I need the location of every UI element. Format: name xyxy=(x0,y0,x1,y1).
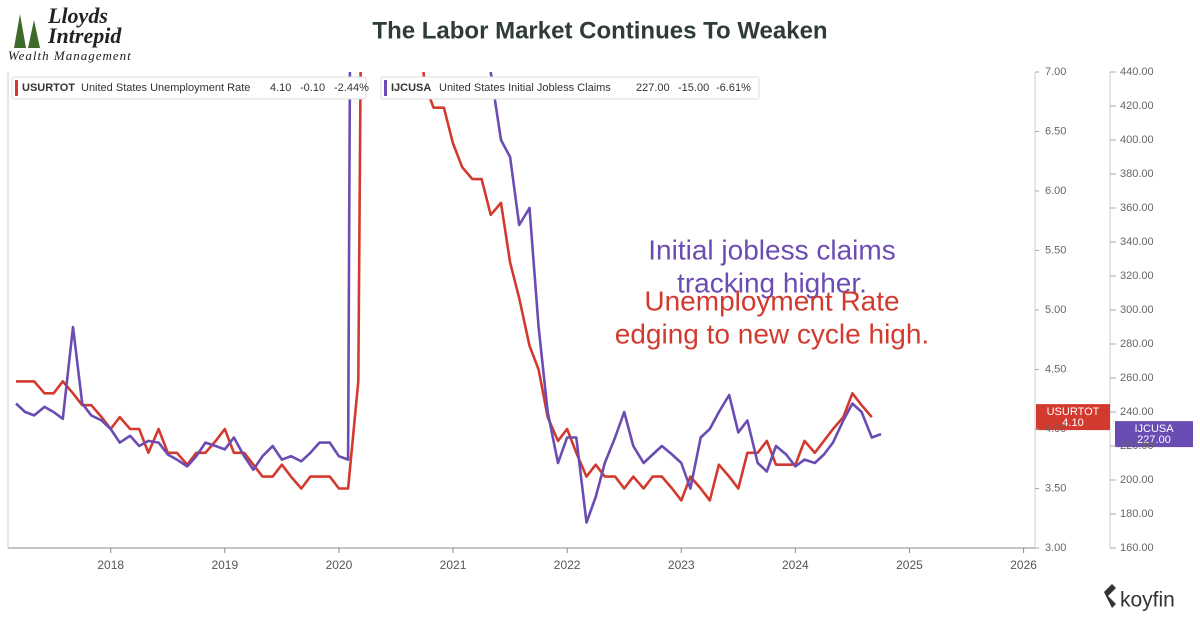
legend-change: -15.00 xyxy=(678,82,709,94)
legend-change-pct: -2.44% xyxy=(334,82,369,94)
annotation: Initial jobless claims xyxy=(648,234,895,265)
y2-tick-label: 280.00 xyxy=(1120,338,1154,350)
legend-change-pct: -6.61% xyxy=(716,82,751,94)
y-tick-label: 6.00 xyxy=(1045,185,1066,197)
y2-tick-label: 380.00 xyxy=(1120,168,1154,180)
last-value-ticker: USURTOT xyxy=(1047,406,1100,418)
legend-swatch xyxy=(15,80,18,96)
chart-title: The Labor Market Continues To Weaken xyxy=(372,17,827,44)
legend-name: United States Initial Jobless Claims xyxy=(439,82,611,94)
y-tick-label: 3.50 xyxy=(1045,482,1066,494)
legend-change: -0.10 xyxy=(300,82,325,94)
last-value: 4.10 xyxy=(1062,417,1083,429)
brand-icon xyxy=(1104,584,1116,608)
annotation: tracking higher. xyxy=(677,267,867,298)
legend-ticker: IJCUSA xyxy=(391,82,431,94)
y-tick-label: 4.00 xyxy=(1045,423,1066,435)
y2-tick-label: 240.00 xyxy=(1120,406,1154,418)
y2-tick-label: 160.00 xyxy=(1120,542,1154,554)
annotation: edging to new cycle high. xyxy=(615,318,929,349)
y2-tick-label: 340.00 xyxy=(1120,236,1154,248)
series-line xyxy=(16,72,873,502)
annotation: Unemployment Rate xyxy=(644,285,899,316)
y-tick-label: 7.00 xyxy=(1045,66,1066,78)
x-tick-label: 2018 xyxy=(97,558,124,572)
logo: Lloyds Intrepid Wealth Management xyxy=(8,3,132,63)
logo-text: Intrepid xyxy=(47,23,122,48)
last-value-ticker: IJCUSA xyxy=(1134,423,1174,435)
y-tick-label: 5.50 xyxy=(1045,244,1066,256)
x-tick-label: 2023 xyxy=(668,558,695,572)
last-value-tag xyxy=(1115,421,1193,448)
logo-text: Lloyds xyxy=(47,3,108,28)
x-tick-label: 2020 xyxy=(326,558,353,572)
x-tick-label: 2026 xyxy=(1010,558,1037,572)
x-tick-label: 2019 xyxy=(211,558,238,572)
x-tick-label: 2025 xyxy=(896,558,923,572)
y2-tick-label: 220.00 xyxy=(1120,440,1154,452)
legend-box xyxy=(11,76,367,100)
legend-box xyxy=(380,76,760,100)
last-value-tag xyxy=(1036,404,1110,431)
legend-last: 227.00 xyxy=(636,82,670,94)
y2-tick-label: 400.00 xyxy=(1120,134,1154,146)
x-tick-label: 2024 xyxy=(782,558,809,572)
x-tick-label: 2022 xyxy=(554,558,581,572)
y2-tick-label: 300.00 xyxy=(1120,304,1154,316)
logo-text: Wealth Management xyxy=(8,48,132,63)
brand: koyfin xyxy=(1120,589,1175,612)
y-tick-label: 5.00 xyxy=(1045,304,1066,316)
plot-area xyxy=(15,72,882,524)
last-value: 227.00 xyxy=(1137,434,1171,446)
legend-name: United States Unemployment Rate xyxy=(81,82,250,94)
y2-tick-label: 200.00 xyxy=(1120,474,1154,486)
legend-last: 4.10 xyxy=(270,82,291,94)
legend-swatch xyxy=(384,80,387,96)
y2-tick-label: 440.00 xyxy=(1120,66,1154,78)
y2-tick-label: 360.00 xyxy=(1120,202,1154,214)
overlay: USURTOT United States Unemployment Rate 4.… xyxy=(11,76,1193,448)
y2-tick-label: 180.00 xyxy=(1120,508,1154,520)
y2-tick-label: 420.00 xyxy=(1120,100,1154,112)
x-tick-label: 2021 xyxy=(440,558,467,572)
y2-tick-label: 260.00 xyxy=(1120,372,1154,384)
legend-ticker: USURTOT xyxy=(22,82,75,94)
series-line xyxy=(15,72,882,524)
y2-tick-label: 320.00 xyxy=(1120,270,1154,282)
y-tick-label: 4.50 xyxy=(1045,363,1066,375)
y-tick-label: 6.50 xyxy=(1045,125,1066,137)
logo-trees xyxy=(14,14,40,48)
y-tick-label: 3.00 xyxy=(1045,542,1066,554)
